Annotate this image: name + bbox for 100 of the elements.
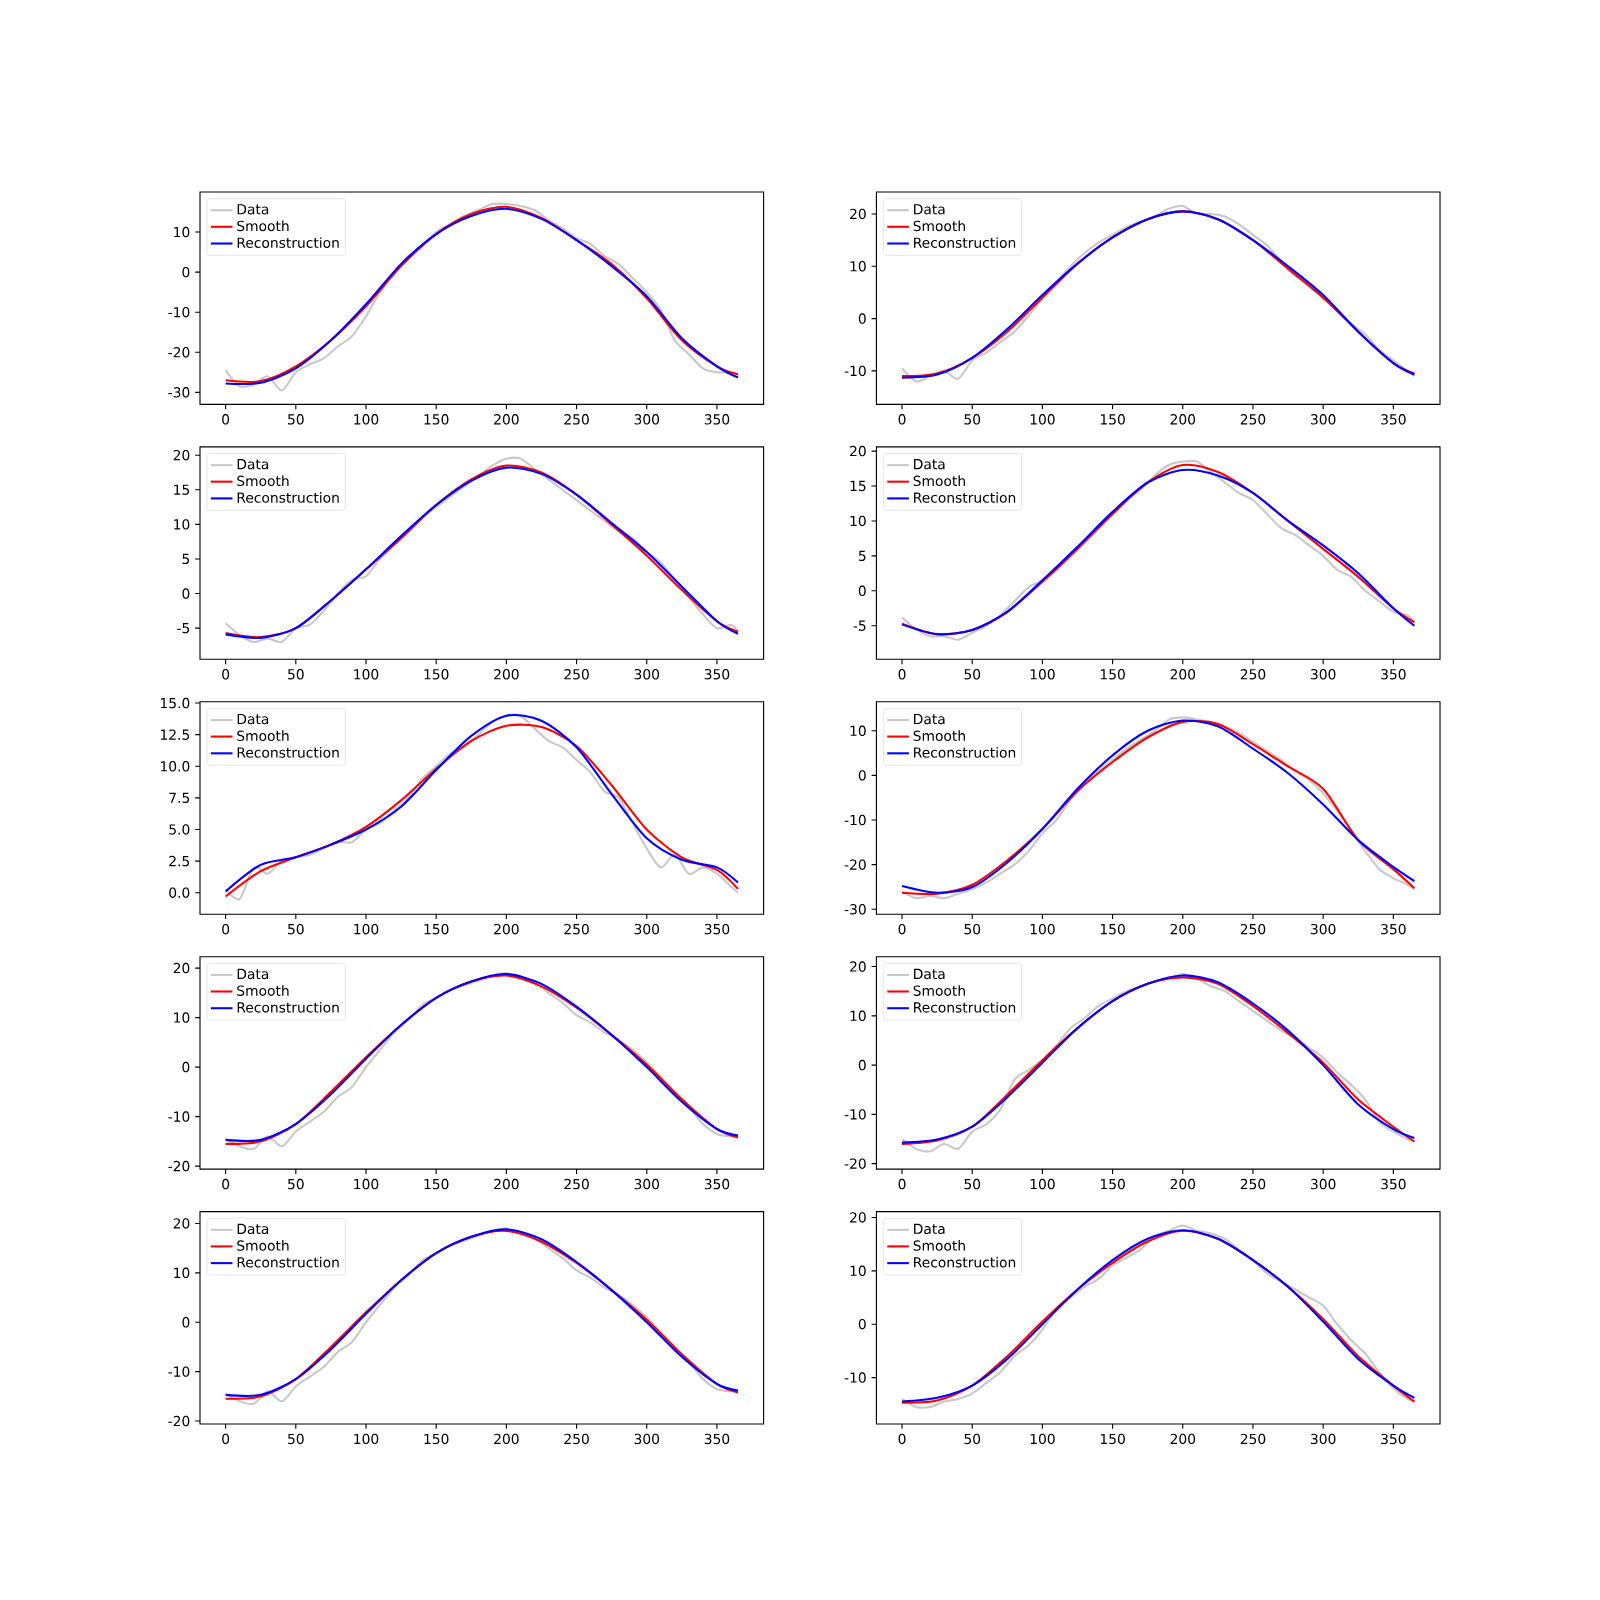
x-tick-label: 200 [494, 923, 519, 935]
y-tick-label: 15 [174, 484, 190, 495]
y-tick-label: -10 [168, 1111, 190, 1122]
x-tick-label: 100 [1030, 923, 1055, 935]
y-tick-label: 5 [182, 553, 190, 565]
legend-label: Smooth [237, 475, 289, 487]
legend-label: Data [237, 713, 269, 725]
x-tick-label: 300 [634, 669, 660, 680]
x-tick-label: 100 [354, 923, 379, 935]
x-tick-label: 100 [1030, 1433, 1055, 1445]
legend-label: Data [914, 968, 945, 980]
x-tick-label: 350 [1381, 669, 1406, 680]
x-tick-label: 150 [424, 414, 449, 425]
x-tick-label: 150 [1100, 1433, 1125, 1445]
y-tick-label: 5 [858, 550, 866, 562]
x-tick-label: 0 [898, 414, 906, 425]
legend-label: Smooth [913, 1240, 965, 1251]
x-tick-label: 50 [288, 1178, 304, 1190]
y-tick-label: 10 [174, 1267, 190, 1279]
legend-label: Reconstruction [914, 492, 1016, 503]
legend-label: Data [237, 204, 269, 215]
legend-label: Smooth [913, 730, 965, 741]
y-tick-label: 10 [850, 1265, 866, 1277]
y-tick-label: -10 [168, 306, 190, 318]
x-tick-label: 200 [1170, 1178, 1196, 1190]
x-tick-label: 0 [222, 1178, 230, 1190]
y-tick-label: 20 [850, 961, 866, 972]
x-tick-label: 250 [564, 414, 589, 425]
x-tick-label: 200 [1170, 923, 1196, 935]
x-tick-label: 100 [354, 1433, 379, 1445]
x-tick-label: 100 [354, 414, 379, 425]
y-tick-label: -30 [168, 387, 190, 398]
y-tick-label: 10 [850, 1010, 866, 1022]
legend-label: Reconstruction [237, 492, 339, 503]
y-tick-label: 5.0 [169, 824, 190, 835]
x-tick-label: 250 [564, 1433, 589, 1445]
y-tick-label: 0 [858, 770, 866, 781]
y-tick-label: -20 [168, 347, 190, 358]
y-tick-label: -20 [168, 1415, 190, 1427]
y-tick-label: 15 [850, 480, 866, 492]
y-tick-label: -20 [168, 1160, 190, 1172]
y-tick-label: 10.0 [160, 761, 190, 772]
y-tick-label: 20 [173, 1218, 190, 1229]
y-tick-label: 10 [174, 519, 190, 530]
x-tick-label: 350 [704, 669, 730, 680]
legend-label: Data [914, 204, 945, 215]
y-tick-label: 0 [182, 588, 190, 599]
x-tick-label: 300 [1311, 923, 1336, 935]
x-tick-label: 350 [1381, 923, 1406, 935]
x-tick-label: 50 [964, 1178, 981, 1190]
y-tick-label: 0 [858, 313, 866, 324]
y-tick-label: -10 [844, 365, 866, 377]
y-tick-label: 10 [850, 725, 866, 737]
x-tick-label: 250 [564, 669, 589, 680]
y-tick-label: 20 [850, 1212, 866, 1223]
x-tick-label: 100 [354, 1178, 379, 1190]
legend-label: Data [237, 459, 269, 470]
y-tick-label: 20 [173, 962, 190, 974]
y-tick-label: 0 [182, 1061, 190, 1073]
y-tick-label: 20 [173, 449, 190, 461]
y-tick-label: -10 [844, 814, 866, 826]
y-tick-label: -5 [177, 623, 190, 634]
legend-label: Smooth [913, 985, 965, 996]
x-tick-label: 300 [1311, 1433, 1336, 1445]
x-tick-label: 50 [288, 669, 304, 680]
x-tick-label: 300 [634, 1178, 660, 1190]
x-tick-label: 250 [1240, 414, 1266, 425]
y-tick-label: -20 [844, 1158, 866, 1169]
x-tick-label: 100 [1030, 669, 1055, 680]
legend-label: Smooth [913, 220, 965, 232]
x-tick-label: 250 [564, 923, 589, 935]
x-tick-label: 0 [222, 1433, 230, 1445]
x-tick-label: 0 [898, 669, 906, 680]
y-tick-label: 2.5 [169, 855, 190, 867]
x-tick-label: 100 [1030, 414, 1055, 425]
y-tick-label: 0 [858, 1318, 866, 1330]
y-tick-label: 10 [850, 261, 866, 272]
x-tick-label: 300 [634, 1433, 660, 1445]
y-tick-label: 12.5 [160, 729, 190, 740]
x-tick-label: 200 [494, 414, 519, 425]
legend-label: Smooth [237, 220, 289, 232]
legend-label: Reconstruction [914, 747, 1016, 758]
x-tick-label: 50 [964, 669, 981, 680]
y-tick-label: 0 [182, 1317, 190, 1328]
x-tick-label: 100 [1030, 1178, 1055, 1190]
y-tick-label: -30 [844, 904, 866, 915]
x-tick-label: 250 [1240, 669, 1266, 680]
legend-label: Smooth [237, 1240, 289, 1251]
y-tick-label: 10 [174, 1012, 190, 1023]
y-tick-label: 15.0 [160, 697, 190, 709]
x-tick-label: 250 [1240, 1433, 1266, 1445]
x-tick-label: 50 [288, 1433, 304, 1445]
y-tick-label: 10 [850, 515, 866, 527]
x-tick-label: 200 [494, 669, 519, 680]
x-tick-label: 50 [964, 414, 981, 425]
legend-label: Reconstruction [914, 237, 1016, 248]
x-tick-label: 350 [1381, 1178, 1406, 1190]
x-tick-label: 0 [222, 669, 230, 680]
legend-label: Reconstruction [914, 1001, 1016, 1013]
legend-label: Reconstruction [914, 1256, 1016, 1268]
